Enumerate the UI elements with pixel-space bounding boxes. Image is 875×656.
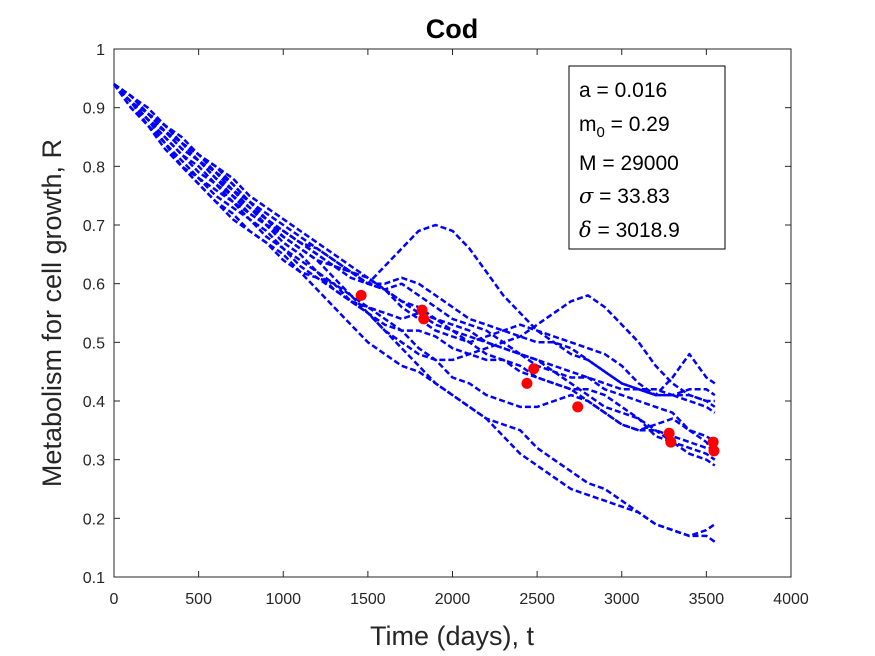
y-tick-label: 0.3 xyxy=(83,453,105,470)
y-tick-label: 0.8 xyxy=(83,159,105,176)
y-tick-label: 0.4 xyxy=(83,394,105,411)
param-delta: δ = 3018.9 xyxy=(579,218,680,242)
series-layer xyxy=(112,83,716,543)
param-a-value: 0.016 xyxy=(615,79,668,102)
simulation-path-6 xyxy=(113,83,716,397)
x-axis-label: Time (days), t xyxy=(370,621,535,651)
param-sigma: σ = 33.83 xyxy=(579,184,670,208)
param-a-name: a xyxy=(579,79,591,102)
y-tick-label: 0.2 xyxy=(83,511,105,528)
x-tick-label: 2000 xyxy=(435,591,471,608)
observed-point-2 xyxy=(416,304,428,316)
param-a: a = 0.016 xyxy=(579,79,667,102)
param-sigma-value: 33.83 xyxy=(617,185,670,208)
observed-point-1 xyxy=(355,289,367,301)
x-tick-label: 2500 xyxy=(519,591,555,608)
observed-point-5 xyxy=(528,363,540,375)
simulation-path-10 xyxy=(112,83,715,403)
observed-point-10 xyxy=(708,445,720,457)
y-tick-label: 1 xyxy=(96,42,105,59)
param-M-value: 29000 xyxy=(620,152,678,175)
simulation-path-4 xyxy=(112,83,716,543)
observed-point-6 xyxy=(572,401,584,413)
x-tick-label: 4000 xyxy=(773,591,809,608)
x-tick-label: 3000 xyxy=(604,591,640,608)
x-tick-label: 0 xyxy=(110,591,119,608)
parameters-box: a = 0.016 m0 = 0.29 M = 29000 σ = 33.83 … xyxy=(568,65,726,250)
simulation-path-2 xyxy=(113,83,716,461)
y-tick-label: 0.1 xyxy=(83,570,105,587)
simulation-path-7 xyxy=(113,83,716,467)
observed-point-9 xyxy=(707,436,719,448)
param-M-name: M xyxy=(579,152,597,175)
y-axis-label: Metabolism for cell growth, R xyxy=(37,139,67,487)
y-tick-label: 0.9 xyxy=(83,101,105,118)
observed-point-8 xyxy=(665,436,677,448)
y-tick-label: 0.6 xyxy=(83,277,105,294)
param-m0: m0 = 0.29 xyxy=(579,113,670,141)
observed-point-7 xyxy=(663,427,675,439)
x-axis: 0 500 1000 1500 2000 2500 3000 3500 4000 xyxy=(110,49,809,608)
y-tick-label: 0.5 xyxy=(83,335,105,352)
param-M: M = 29000 xyxy=(579,152,679,175)
parameters-box-frame xyxy=(568,65,726,250)
y-tick-label: 0.7 xyxy=(83,218,105,235)
simulation-path-8 xyxy=(113,83,715,450)
param-delta-value: 3018.9 xyxy=(616,219,680,242)
chart-title: Cod xyxy=(426,14,478,44)
observed-points-layer xyxy=(355,289,720,457)
observed-point-4 xyxy=(521,377,533,389)
x-tick-label: 500 xyxy=(185,591,212,608)
simulation-path-11 xyxy=(113,83,716,444)
observed-point-3 xyxy=(418,313,430,325)
y-axis: 0.1 0.2 0.3 0.4 0.5 0.6 0.7 0.8 0.9 1 xyxy=(83,42,791,587)
x-tick-label: 1000 xyxy=(265,591,301,608)
param-m0-value: 0.29 xyxy=(629,113,670,136)
x-tick-label: 3500 xyxy=(689,591,725,608)
x-tick-label: 1500 xyxy=(350,591,386,608)
